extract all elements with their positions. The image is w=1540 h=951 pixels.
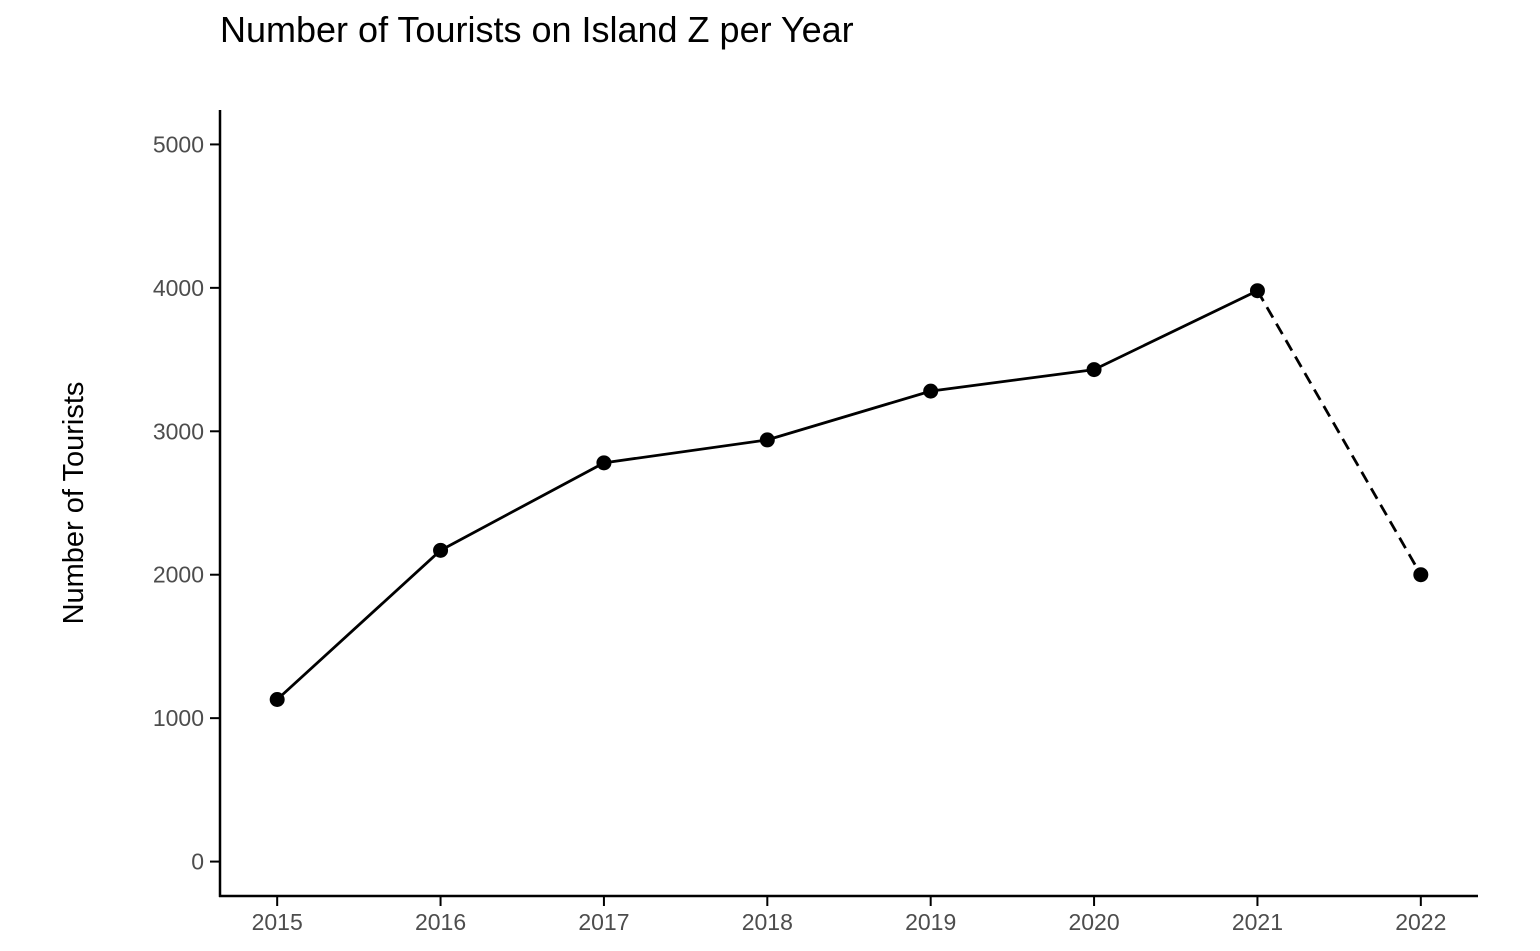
y-tick-label: 5000 bbox=[153, 131, 204, 157]
data-point bbox=[1249, 283, 1265, 299]
series-points bbox=[269, 283, 1429, 707]
x-tick-label: 2016 bbox=[415, 909, 466, 935]
data-point bbox=[1086, 362, 1102, 378]
data-point bbox=[1413, 567, 1429, 583]
axes bbox=[218, 110, 1478, 898]
x-tick-label: 2020 bbox=[1068, 909, 1119, 935]
x-tick-label: 2015 bbox=[252, 909, 303, 935]
y-tick-label: 4000 bbox=[153, 275, 204, 301]
y-tick-label: 1000 bbox=[153, 705, 204, 731]
chart-title: Number of Tourists on Island Z per Year bbox=[220, 9, 854, 50]
data-point bbox=[269, 692, 285, 707]
y-axis-ticks: 0 1000 2000 3000 4000 5000 bbox=[153, 131, 220, 875]
data-point bbox=[596, 455, 612, 471]
x-tick-label: 2017 bbox=[578, 909, 629, 935]
series-lines bbox=[276, 289, 1423, 701]
y-tick-label: 2000 bbox=[153, 562, 204, 588]
data-point bbox=[759, 432, 775, 448]
y-axis-label: Number of Tourists bbox=[58, 382, 90, 625]
y-tick-label: 3000 bbox=[153, 418, 204, 444]
series-line-dashed-segment bbox=[1256, 290, 1423, 576]
y-tick-label: 0 bbox=[191, 849, 204, 875]
x-tick-label: 2018 bbox=[742, 909, 793, 935]
x-tick-label: 2021 bbox=[1232, 909, 1283, 935]
series-line-solid-segment bbox=[276, 289, 1259, 701]
x-tick-label: 2022 bbox=[1395, 909, 1446, 935]
x-tick-label: 2019 bbox=[905, 909, 956, 935]
data-point bbox=[923, 383, 939, 399]
data-point bbox=[433, 542, 449, 558]
x-axis-ticks: 2015 2016 2017 2018 2019 2020 2021 2022 bbox=[252, 896, 1446, 935]
